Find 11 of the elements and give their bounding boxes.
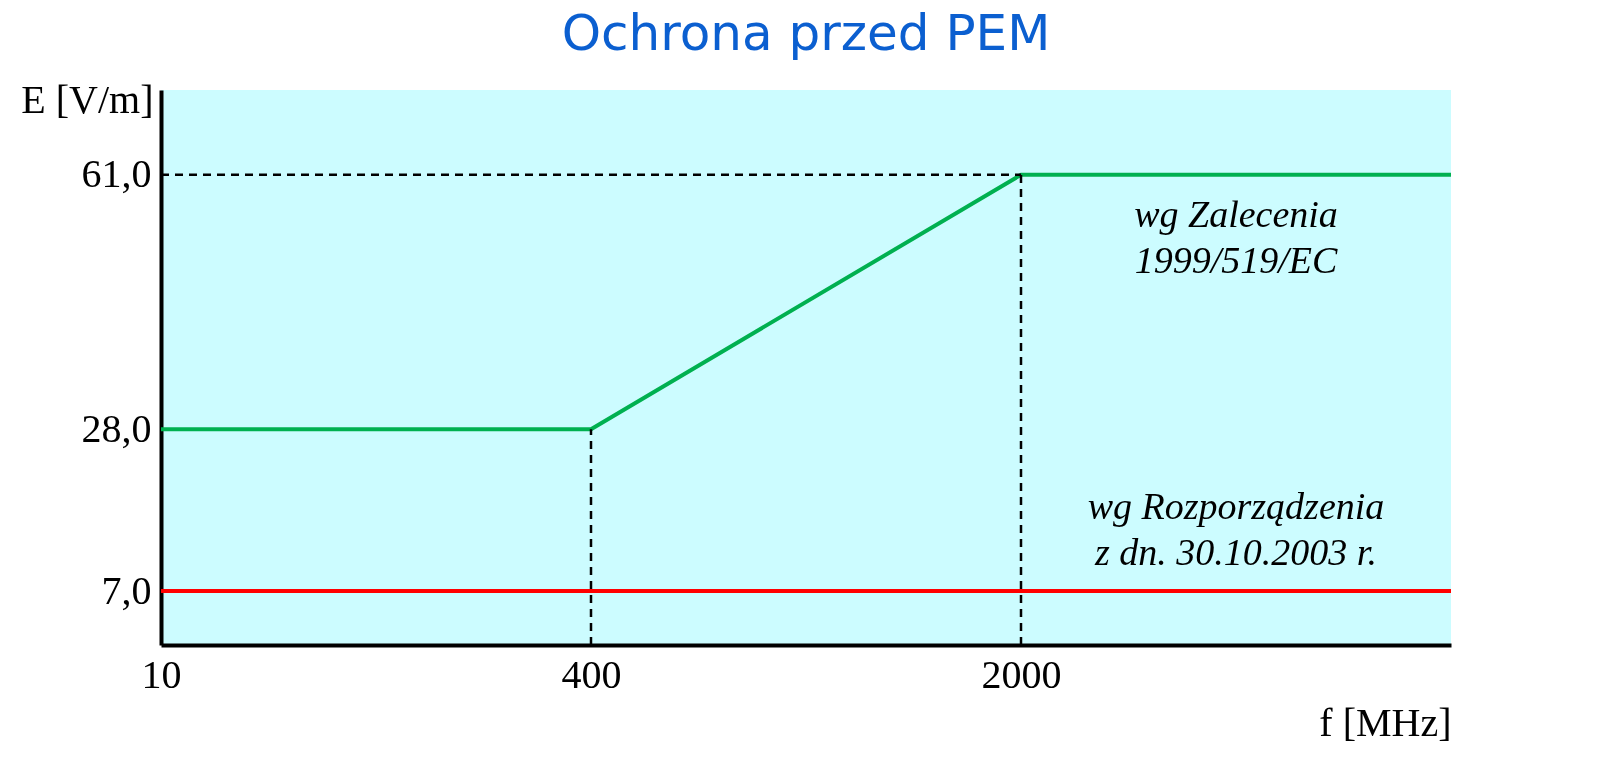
x-tick-label: 2000 [981, 651, 1062, 697]
y-tick-label: 28,0 [81, 405, 152, 451]
series-label: wg Rozporządzenia z dn. 30.10.2003 r. [1087, 485, 1385, 574]
x-axis-title: f [MHz] [1319, 699, 1452, 745]
series-label: wg Zalecenia 1999/519/EC [1134, 192, 1338, 281]
y-tick-label: 61,0 [81, 151, 152, 197]
y-tick-label: 7,0 [101, 567, 152, 613]
x-tick-label: 10 [141, 651, 182, 697]
x-tick-label: 400 [561, 651, 622, 697]
y-axis-title: E [V/m] [21, 76, 154, 122]
chart-title: Ochrona przed PEM [561, 4, 1051, 62]
